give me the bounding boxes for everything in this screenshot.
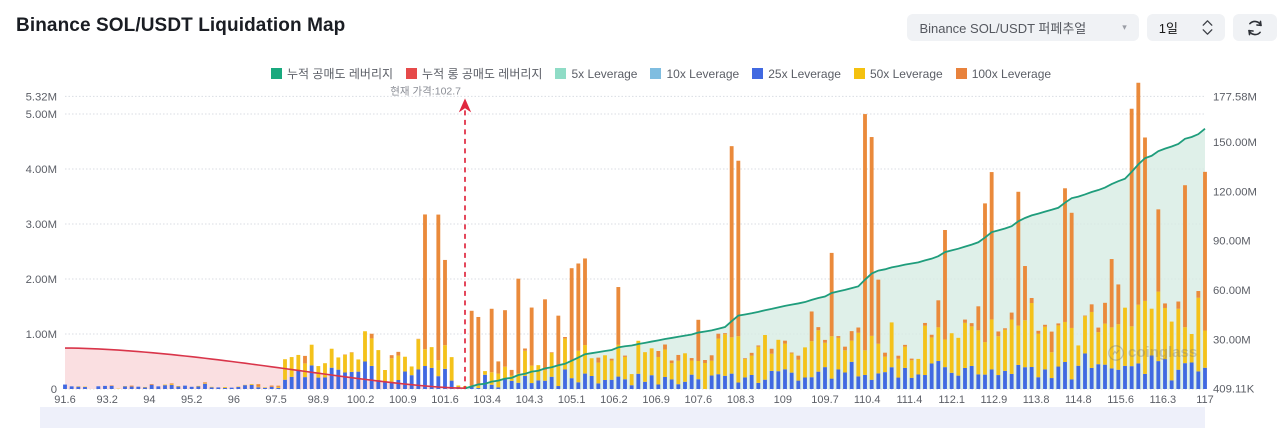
svg-text:112.9: 112.9 bbox=[981, 394, 1008, 406]
svg-text:113.8: 113.8 bbox=[1023, 394, 1050, 406]
svg-text:60.00M: 60.00M bbox=[1213, 285, 1251, 297]
svg-text:95.2: 95.2 bbox=[181, 394, 202, 406]
svg-text:100.9: 100.9 bbox=[389, 394, 417, 406]
svg-text:111.4: 111.4 bbox=[896, 394, 922, 406]
svg-text:97.5: 97.5 bbox=[265, 394, 286, 406]
svg-text:106.2: 106.2 bbox=[600, 394, 628, 406]
svg-text:3.00M: 3.00M bbox=[26, 219, 57, 231]
svg-text:5.00M: 5.00M bbox=[26, 109, 57, 121]
svg-text:104.3: 104.3 bbox=[516, 394, 544, 406]
svg-text:93.2: 93.2 bbox=[96, 394, 117, 406]
svg-text:101.6: 101.6 bbox=[431, 394, 459, 406]
svg-text:현재 가격:102.7: 현재 가격:102.7 bbox=[390, 84, 461, 97]
svg-text:117: 117 bbox=[1196, 394, 1214, 406]
svg-text:94: 94 bbox=[143, 394, 155, 406]
svg-text:114.8: 114.8 bbox=[1065, 394, 1092, 406]
svg-text:103.4: 103.4 bbox=[473, 394, 501, 406]
svg-text:91.6: 91.6 bbox=[54, 394, 75, 406]
svg-text:115.6: 115.6 bbox=[1107, 394, 1134, 406]
svg-text:100.2: 100.2 bbox=[347, 394, 375, 406]
svg-text:109: 109 bbox=[774, 394, 792, 406]
svg-text:105.1: 105.1 bbox=[558, 394, 586, 406]
svg-text:30.00M: 30.00M bbox=[1213, 335, 1251, 347]
svg-text:177.58M: 177.58M bbox=[1213, 91, 1257, 103]
svg-text:5.32M: 5.32M bbox=[26, 91, 57, 103]
svg-text:116.3: 116.3 bbox=[1149, 394, 1176, 406]
svg-text:110.4: 110.4 bbox=[854, 394, 881, 406]
svg-text:4.00M: 4.00M bbox=[26, 164, 57, 176]
svg-text:90.00M: 90.00M bbox=[1213, 236, 1251, 248]
svg-text:2.00M: 2.00M bbox=[26, 274, 57, 286]
svg-text:107.6: 107.6 bbox=[685, 394, 713, 406]
svg-text:96: 96 bbox=[228, 394, 240, 406]
svg-text:98.9: 98.9 bbox=[308, 394, 329, 406]
svg-text:106.9: 106.9 bbox=[642, 394, 670, 406]
svg-text:120.00M: 120.00M bbox=[1213, 186, 1257, 198]
svg-text:1.00M: 1.00M bbox=[26, 329, 57, 341]
svg-text:112.1: 112.1 bbox=[938, 394, 965, 406]
svg-text:108.3: 108.3 bbox=[727, 394, 755, 406]
svg-text:409.11K: 409.11K bbox=[1213, 383, 1255, 395]
svg-text:150.00M: 150.00M bbox=[1213, 137, 1257, 149]
svg-text:109.7: 109.7 bbox=[811, 394, 839, 406]
